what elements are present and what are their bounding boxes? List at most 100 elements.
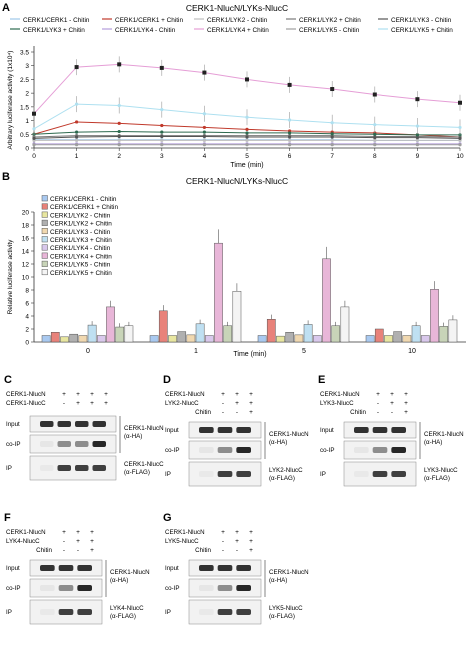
legend-label-a-8: CERK1/LYK5 - Chitin <box>299 27 360 34</box>
blot-box-2-1 <box>343 440 417 460</box>
band-3-0-1 <box>58 565 74 571</box>
bar-b-0-2 <box>60 336 69 343</box>
legend-label-b-9: CERK1/LYK5 + Chitin <box>50 270 112 277</box>
sign-1-1-0: - <box>222 400 224 407</box>
sign-2-1-1: + <box>390 400 394 407</box>
right-label-3-3: (α-FLAG) <box>110 613 136 620</box>
legend-label-b-7: CERK1/LYK4 + Chitin <box>50 253 112 260</box>
sign-4-0-1: + <box>235 529 239 536</box>
legend-label-a-7: CERK1/LYK4 + Chitin <box>207 27 269 34</box>
data-point-a-5-5 <box>245 131 249 135</box>
band-1-2-2 <box>236 471 251 477</box>
y-tick-label-b-2: 4 <box>25 314 29 321</box>
construct-label-0-0: CERK1-NlucN <box>6 391 46 398</box>
band-3-1-0 <box>40 585 55 591</box>
band-4-0-2 <box>236 565 251 571</box>
data-point-a-1-2 <box>117 121 121 125</box>
band-0-2-3 <box>92 465 106 471</box>
legend-label-a-6: CERK1/LYK4 - Chitin <box>115 27 176 34</box>
data-point-a-4-7 <box>330 135 334 139</box>
legend-swatch-b-6 <box>41 244 48 251</box>
y-tick-label-b-1: 2 <box>25 327 29 334</box>
data-point-a-8-10 <box>458 143 462 147</box>
band-0-1-0 <box>40 441 54 447</box>
band-2-0-2 <box>391 427 406 433</box>
x-tick-label-a-1: 1 <box>75 153 79 160</box>
right-label-4-1: (α-HA) <box>269 577 287 584</box>
bar-b-1-1 <box>158 310 168 343</box>
x-tick-label-a-8: 8 <box>373 153 377 160</box>
sign-1-0-2: + <box>249 391 253 398</box>
band-3-2-2 <box>77 609 92 615</box>
x-tick-label-a-7: 7 <box>330 153 334 160</box>
chitin-sign-1-2: + <box>249 409 253 416</box>
data-point-a-7-9 <box>415 97 420 102</box>
band-2-2-0 <box>354 471 369 477</box>
x-tick-label-a-9: 9 <box>416 153 420 160</box>
band-4-1-2 <box>236 585 251 591</box>
chitin-sign-1-0: - <box>222 409 224 416</box>
legend-swatch-b-3 <box>41 219 48 226</box>
panel-letter-e: E <box>318 374 325 386</box>
bar-b-3-4 <box>402 335 412 343</box>
construct-label-1-0: CERK1-NlucN <box>165 391 205 398</box>
sign-1-0-1: + <box>235 391 239 398</box>
bar-b-0-7 <box>106 306 115 343</box>
band-4-1-1 <box>217 585 233 591</box>
blot-row-label-4-2: IP <box>165 609 171 616</box>
legend-label-a-9: CERK1/LYK5 + Chitin <box>391 27 453 34</box>
bar-b-3-7 <box>430 289 439 343</box>
x-tick-label-a-10: 10 <box>456 153 464 160</box>
construct-label-3-1: LYK4-NlucC <box>6 538 40 545</box>
band-2-1-0 <box>354 447 369 453</box>
data-point-a-2-3 <box>160 138 164 142</box>
sign-2-0-2: + <box>404 391 408 398</box>
y-tick-label-a-7: 3.5 <box>20 50 29 57</box>
construct-label-4-1: LYK5-NlucC <box>165 538 199 545</box>
bar-b-2-6 <box>312 335 322 343</box>
band-4-2-0 <box>199 609 214 615</box>
legend-label-a-1: CERK1/CERK1 + Chitin <box>115 17 183 24</box>
blot-box-0-1 <box>29 434 117 454</box>
blot-row-label-3-2: IP <box>6 609 12 616</box>
data-point-a-2-6 <box>288 138 292 142</box>
sign-4-0-0: + <box>221 529 225 536</box>
bar-b-1-3 <box>177 331 187 343</box>
band-1-1-1 <box>217 447 233 453</box>
y-tick-label-b-10: 20 <box>22 210 30 217</box>
data-point-a-7-3 <box>159 65 164 70</box>
data-point-a-7-2 <box>117 62 122 67</box>
bar-b-2-9 <box>340 306 350 343</box>
band-1-0-0 <box>199 427 214 433</box>
data-point-a-9-1 <box>75 102 79 106</box>
chitin-sign-1-1: - <box>236 409 238 416</box>
right-label-0-3: (α-FLAG) <box>124 469 150 476</box>
construct-label-4-0: CERK1-NlucN <box>165 529 205 536</box>
chart-title-b: CERK1-NlucN/LYKs-NlucC <box>186 176 288 186</box>
right-label-1-3: (α-FLAG) <box>269 475 295 482</box>
data-point-a-5-6 <box>288 131 292 135</box>
bar-b-2-8 <box>331 325 341 343</box>
data-point-a-1-5 <box>245 127 249 131</box>
bar-b-2-2 <box>276 335 285 343</box>
bar-b-3-1 <box>374 328 384 343</box>
sign-1-1-2: + <box>249 400 253 407</box>
chitin-label-2: Chitin <box>350 409 366 416</box>
bar-b-0-6 <box>96 335 106 343</box>
band-1-2-0 <box>199 471 214 477</box>
bar-b-1-5 <box>195 323 205 343</box>
right-label-3-0: CERK1-NlucN <box>110 569 150 576</box>
bar-b-0-5 <box>87 324 97 343</box>
bar-b-2-5 <box>303 324 313 343</box>
data-point-a-4-2 <box>117 134 121 139</box>
blot-box-4-1 <box>188 578 262 598</box>
panel-letter-g: G <box>163 512 172 524</box>
sign-3-1-2: + <box>90 538 94 545</box>
data-point-a-2-9 <box>415 138 419 142</box>
chitin-sign-3-2: + <box>90 547 94 554</box>
blot-row-label-2-2: IP <box>320 471 326 478</box>
bar-b-0-4 <box>78 335 88 343</box>
x-axis-label-a: Time (min) <box>230 162 263 169</box>
bar-b-2-0 <box>257 335 267 343</box>
chart-title-a: CERK1-NlucN/LYKs-NlucC <box>186 3 288 13</box>
